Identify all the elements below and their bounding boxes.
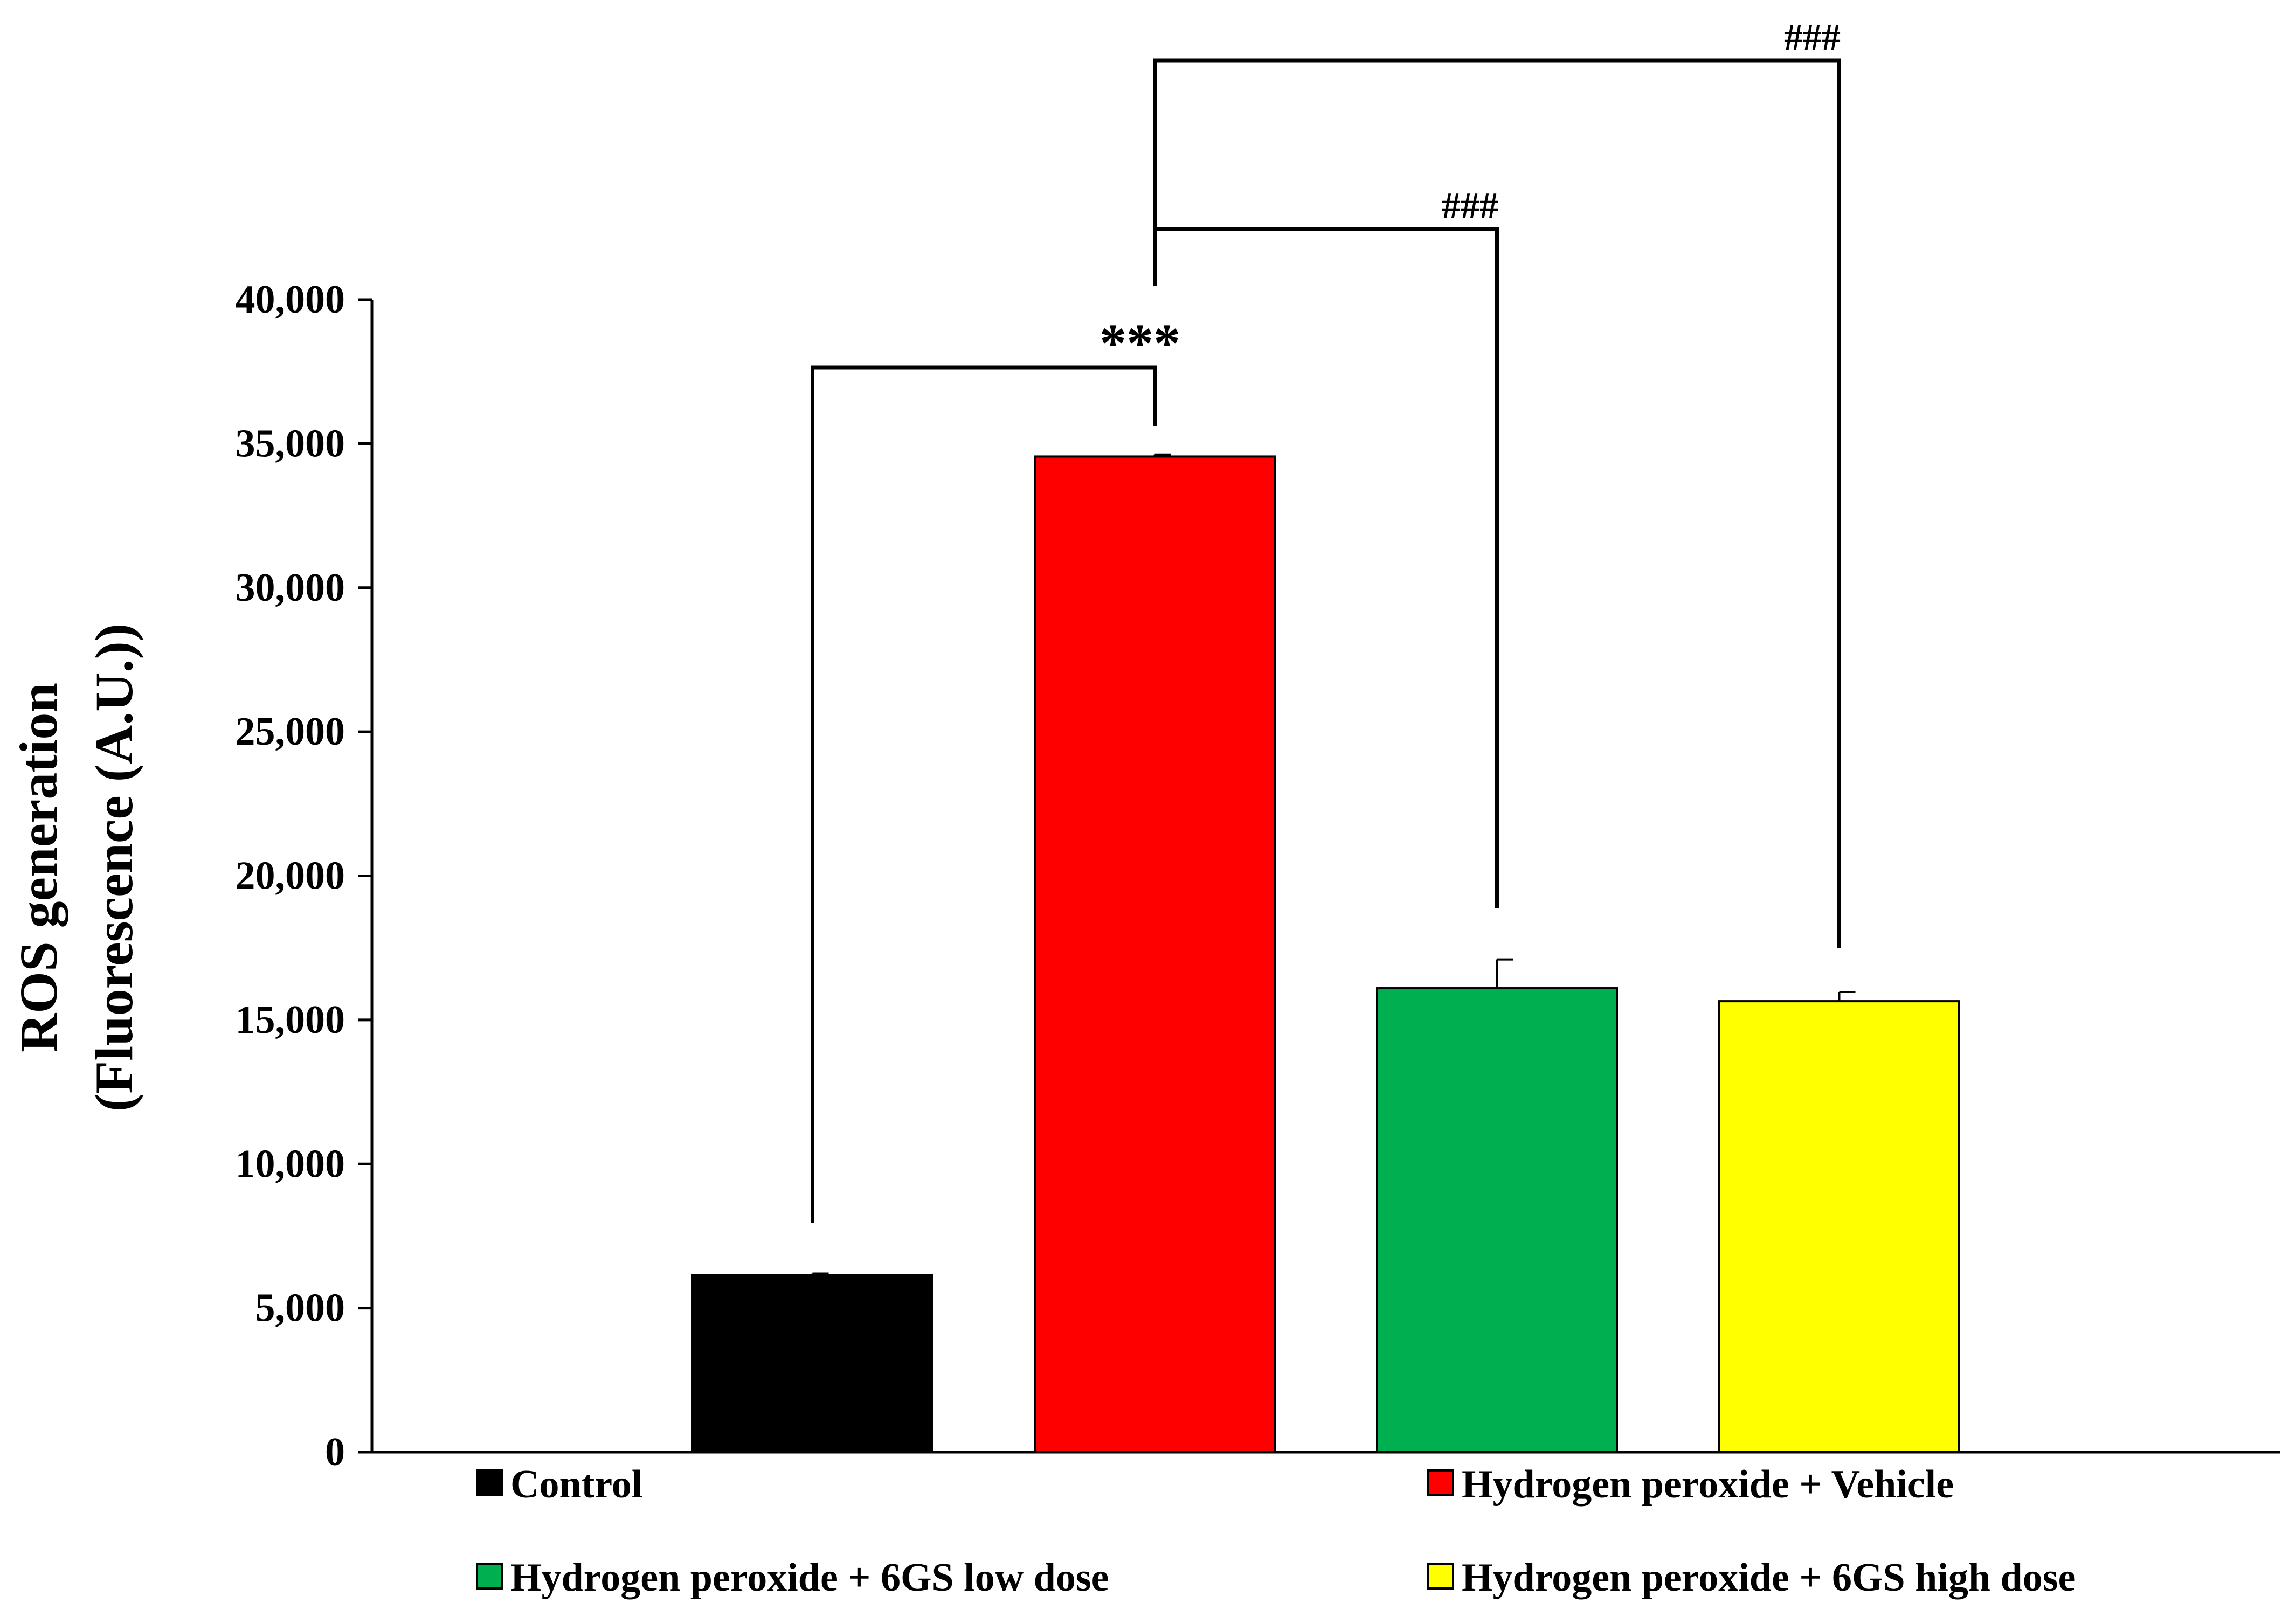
axes <box>370 300 2280 1454</box>
legend-label-2: Hydrogen peroxide + Vehicle <box>1462 1462 1954 1507</box>
significance-label-3: ### <box>1784 17 1841 58</box>
legend-label-1: Control <box>510 1462 642 1507</box>
significance-label-2: ### <box>1442 185 1498 227</box>
legend-label-4: Hydrogen peroxide + 6GS high dose <box>1462 1556 2076 1600</box>
bars <box>691 453 1960 1453</box>
legend: Control Hydrogen peroxide + Vehicle Hydrog… <box>476 1462 2076 1600</box>
y-tick-label: 40,000 <box>236 277 345 322</box>
bar-3 <box>1376 987 1618 1453</box>
y-tick-label: 0 <box>325 1430 345 1474</box>
legend-swatch-1 <box>476 1469 503 1496</box>
significance-label-1: *** <box>1099 313 1180 373</box>
y-tick-label: 5,000 <box>255 1286 345 1330</box>
legend-swatch-2 <box>1427 1469 1454 1496</box>
y-tick-label: 10,000 <box>236 1142 345 1186</box>
y-axis-title-line2: (Fluorescence (A.U.)) <box>84 623 144 1112</box>
bar-4 <box>1718 1000 1960 1453</box>
significance-bracket-1 <box>811 365 1157 1223</box>
y-tick-label: 30,000 <box>236 566 345 610</box>
legend-swatch-3 <box>476 1563 503 1590</box>
y-tick-label: 20,000 <box>236 854 345 898</box>
significance-brackets: *** ### ### <box>811 17 1841 1223</box>
y-axis-ticks: 0 5,000 10,000 15,000 20,000 25,000 30,000 35,0… <box>236 277 372 1474</box>
y-tick-label: 35,000 <box>236 421 345 466</box>
y-tick-label: 25,000 <box>236 710 345 754</box>
y-tick-label: 15,000 <box>236 998 345 1042</box>
bar-2 <box>1034 455 1276 1453</box>
significance-bracket-3 <box>1153 58 1841 948</box>
y-axis-title: ROS generation (Fluorescence (A.U.)) <box>9 623 144 1112</box>
bar-1 <box>691 1274 933 1453</box>
legend-swatch-4 <box>1427 1563 1454 1590</box>
y-axis-title-line1: ROS generation <box>9 683 68 1052</box>
legend-label-3: Hydrogen peroxide + 6GS low dose <box>510 1556 1109 1600</box>
